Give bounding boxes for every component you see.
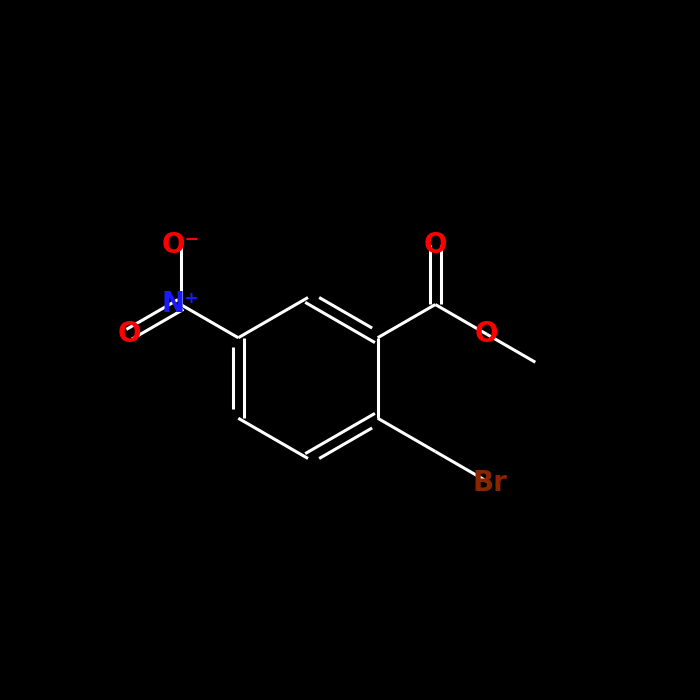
Text: O: O (475, 320, 498, 348)
Text: O⁻: O⁻ (162, 231, 200, 259)
Text: N⁺: N⁺ (162, 290, 200, 318)
Text: O: O (424, 231, 447, 259)
Text: Br: Br (473, 469, 508, 497)
Text: O: O (118, 320, 141, 348)
